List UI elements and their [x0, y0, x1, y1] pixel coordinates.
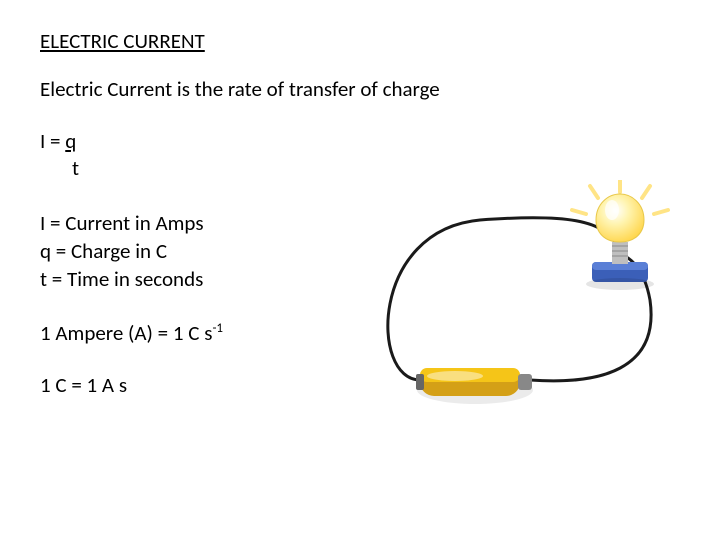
bulb-icon	[596, 194, 644, 242]
definition-text: Electric Current is the rate of transfer…	[40, 76, 680, 102]
page-title: ELECTRIC CURRENT	[40, 28, 680, 54]
ampere-exponent: -1	[212, 321, 223, 336]
battery-icon	[416, 368, 533, 404]
formula-denominator: t	[40, 155, 680, 182]
formula-numerator: q	[65, 128, 76, 154]
circuit-diagram	[360, 180, 680, 440]
wire-left	[388, 218, 618, 380]
bulb-base-icon	[586, 242, 654, 290]
ampere-prefix: 1 Ampere (A) = 1 C s	[40, 320, 212, 346]
formula-lhs: I =	[40, 128, 65, 154]
formula: I = q t	[40, 128, 680, 183]
